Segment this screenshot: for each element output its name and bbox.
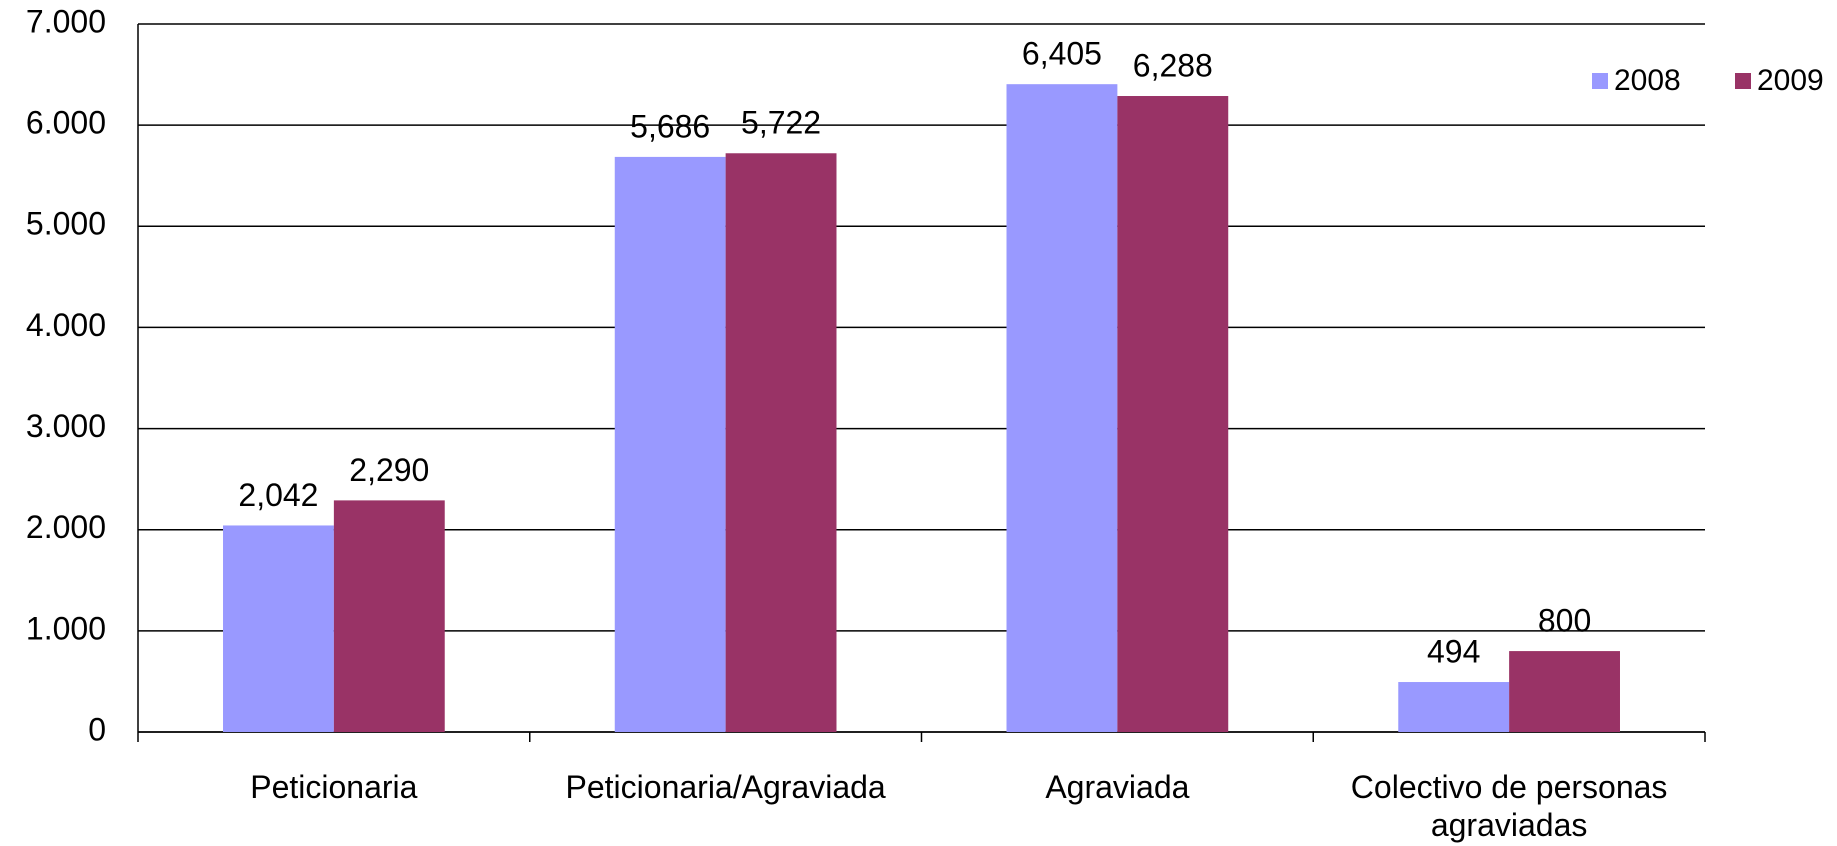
data-label: 5,722 bbox=[741, 105, 821, 141]
data-label: 494 bbox=[1427, 633, 1480, 669]
data-label: 5,686 bbox=[630, 108, 710, 144]
bar bbox=[725, 153, 837, 733]
legend-label: 2008 bbox=[1614, 64, 1681, 97]
y-tick-label: 4.000 bbox=[26, 307, 106, 343]
legend-label: 2009 bbox=[1757, 64, 1824, 97]
x-tick-label: Colectivo de personas agraviadas bbox=[1350, 769, 1668, 843]
data-label: 6,405 bbox=[1022, 36, 1102, 72]
y-tick-label: 5.000 bbox=[26, 206, 106, 242]
data-label: 800 bbox=[1538, 603, 1591, 639]
y-tick-label: 2.000 bbox=[26, 509, 106, 545]
bar bbox=[1398, 682, 1510, 732]
bar bbox=[333, 500, 445, 732]
y-tick-label: 0 bbox=[88, 711, 106, 747]
x-tick-label: Peticionaria/Agraviada bbox=[565, 769, 886, 805]
bar bbox=[223, 525, 334, 732]
x-tick-label: Peticionaria bbox=[250, 769, 418, 805]
y-tick-label: 3.000 bbox=[26, 408, 106, 444]
y-tick-label: 7.000 bbox=[26, 3, 106, 39]
y-tick-label: 1.000 bbox=[26, 610, 106, 646]
legend-swatch bbox=[1735, 73, 1751, 89]
data-label: 6,288 bbox=[1133, 47, 1213, 83]
bar bbox=[614, 156, 726, 732]
bar bbox=[1509, 651, 1620, 732]
data-label: 2,290 bbox=[349, 452, 429, 488]
bar bbox=[1006, 84, 1118, 733]
bar bbox=[1117, 96, 1229, 732]
x-tick-label: Agraviada bbox=[1045, 769, 1190, 805]
y-tick-label: 6.000 bbox=[26, 105, 106, 141]
data-label: 2,042 bbox=[238, 477, 318, 513]
legend-swatch bbox=[1592, 73, 1608, 89]
